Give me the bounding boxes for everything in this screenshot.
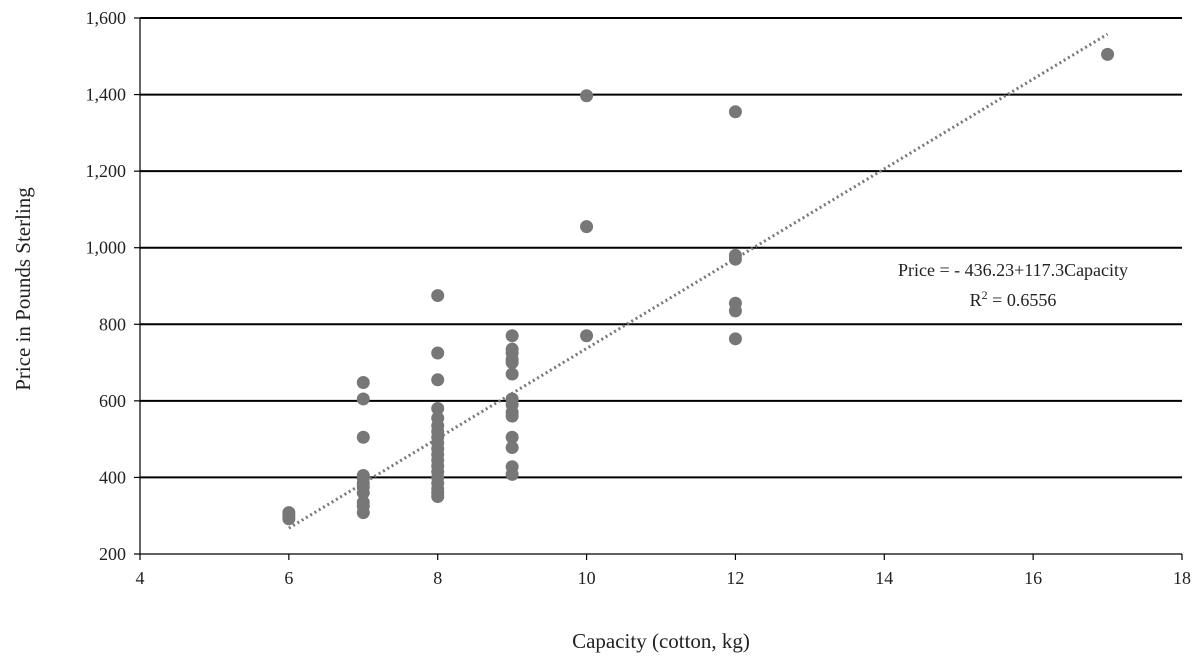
data-point — [431, 373, 445, 387]
data-point — [282, 512, 296, 526]
x-tick-label: 14 — [875, 568, 893, 588]
data-point — [505, 367, 519, 381]
data-point — [505, 329, 519, 343]
trendline-equation: Price = - 436.23+117.3Capacity — [898, 260, 1128, 280]
data-point — [728, 252, 742, 266]
trendline — [288, 32, 1109, 530]
data-point — [505, 441, 519, 455]
y-tick-label: 1,600 — [86, 8, 127, 28]
data-point — [356, 486, 370, 500]
data-point — [505, 356, 519, 370]
data-point — [356, 392, 370, 406]
data-point — [728, 304, 742, 318]
data-point — [431, 346, 445, 360]
data-point — [505, 409, 519, 423]
data-point — [580, 220, 594, 234]
y-axis-title: Price in Pounds Sterling — [11, 187, 35, 391]
data-point — [431, 490, 445, 504]
data-point — [728, 105, 742, 119]
data-point — [728, 332, 742, 346]
data-point — [356, 506, 370, 520]
data-point — [505, 430, 519, 444]
x-tick-label: 8 — [433, 568, 442, 588]
r-squared-label: R2 = 0.6556 — [970, 288, 1057, 310]
y-tick-label: 1,400 — [86, 85, 127, 105]
x-tick-label: 12 — [726, 568, 744, 588]
data-point — [356, 430, 370, 444]
axes — [134, 17, 1183, 560]
x-axis-title: Capacity (cotton, kg) — [572, 629, 750, 653]
gridlines — [140, 17, 1182, 479]
trendline-layer — [288, 32, 1109, 530]
data-point — [505, 467, 519, 481]
x-tick-label: 16 — [1024, 568, 1042, 588]
data-point — [431, 402, 445, 416]
data-point — [1101, 47, 1115, 61]
y-tick-label: 200 — [99, 544, 126, 564]
data-point — [356, 375, 370, 389]
y-tick-label: 400 — [99, 467, 126, 487]
y-tick-label: 1,000 — [86, 238, 127, 258]
data-point — [580, 329, 594, 343]
tick-labels: 200 400 600 800 1,000 1,200 1,400 1,600 4 6 8 10 12 1… — [86, 8, 1192, 588]
data-points — [282, 47, 1115, 526]
y-tick-label: 1,200 — [86, 161, 127, 181]
x-tick-label: 10 — [578, 568, 596, 588]
x-tick-label: 18 — [1173, 568, 1191, 588]
y-tick-label: 800 — [99, 314, 126, 334]
data-point — [431, 289, 445, 303]
y-tick-label: 600 — [99, 391, 126, 411]
x-tick-label: 6 — [284, 568, 293, 588]
data-point — [580, 89, 594, 103]
x-tick-label: 4 — [136, 568, 145, 588]
